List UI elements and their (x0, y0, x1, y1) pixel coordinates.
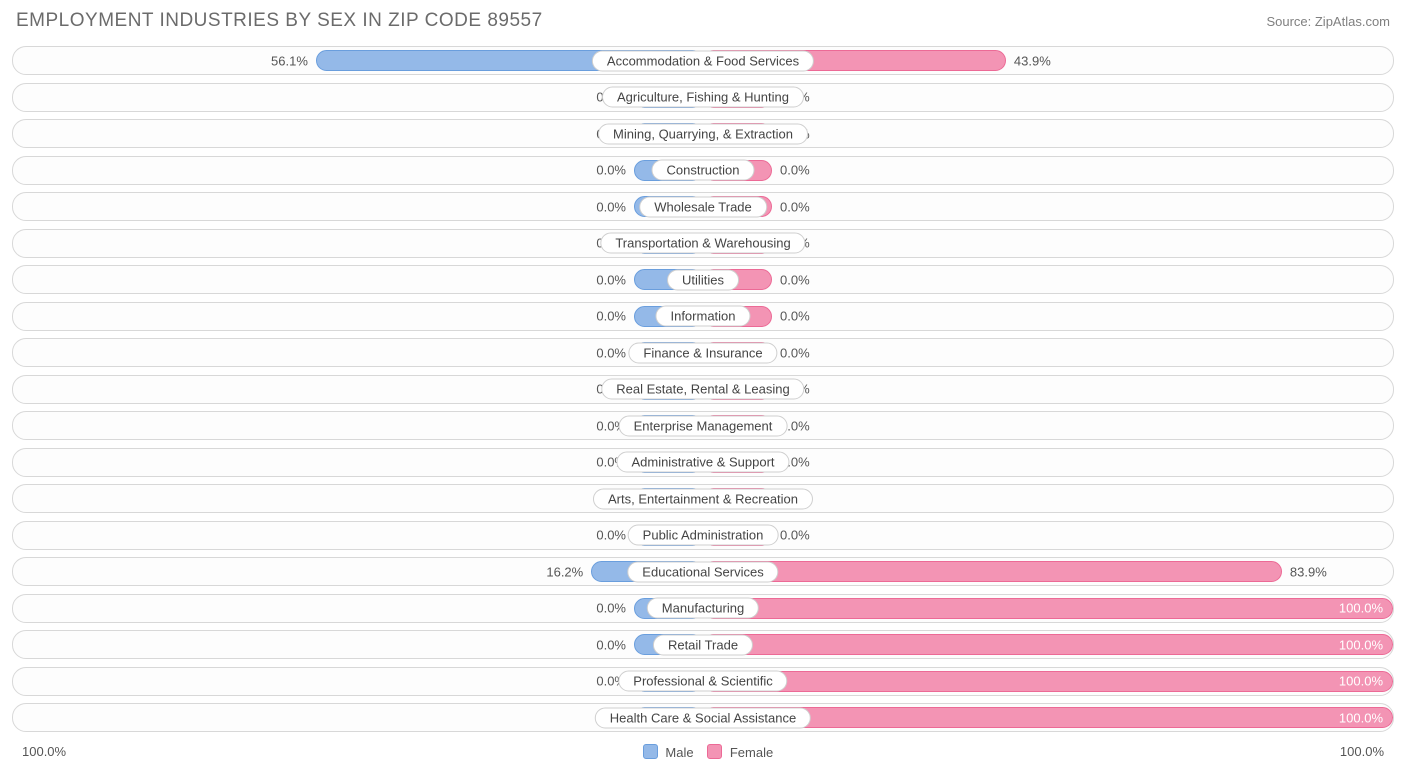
female-value: 0.0% (780, 309, 810, 324)
female-value: 0.0% (780, 163, 810, 178)
male-value: 56.1% (271, 53, 308, 68)
axis-max-left: 100.0% (22, 744, 66, 759)
chart-row: 0.0%0.0%Administrative & Support (12, 448, 1394, 477)
male-value: 0.0% (596, 345, 626, 360)
chart-header: EMPLOYMENT INDUSTRIES BY SEX IN ZIP CODE… (12, 10, 1394, 32)
chart-row: 0.0%0.0%Real Estate, Rental & Leasing (12, 375, 1394, 404)
chart-row: 0.0%100.0%Health Care & Social Assistanc… (12, 703, 1394, 732)
chart-row: 16.2% 83.9% Educational Services (12, 557, 1394, 586)
female-value: 100.0% (1339, 674, 1383, 689)
row-label: Health Care & Social Assistance (595, 707, 811, 728)
row-label: Agriculture, Fishing & Hunting (602, 87, 804, 108)
row-label: Public Administration (628, 525, 779, 546)
female-bar (703, 634, 1393, 655)
male-value: 0.0% (596, 199, 626, 214)
row-label: Finance & Insurance (628, 342, 777, 363)
row-label: Information (655, 306, 750, 327)
row-label: Construction (652, 160, 755, 181)
row-label: Real Estate, Rental & Leasing (601, 379, 804, 400)
female-value: 0.0% (780, 272, 810, 287)
female-value: 0.0% (780, 345, 810, 360)
chart-row: 0.0% 100.0% Manufacturing (12, 594, 1394, 623)
female-swatch-icon (707, 744, 722, 759)
row-label: Administrative & Support (616, 452, 789, 473)
axis-max-right: 100.0% (1340, 744, 1384, 759)
chart-source: Source: ZipAtlas.com (1266, 14, 1390, 29)
male-value: 0.0% (596, 309, 626, 324)
male-value: 0.0% (596, 601, 626, 616)
female-bar (703, 561, 1282, 582)
chart-row: 0.0% 0.0% Utilities (12, 265, 1394, 294)
row-label: Mining, Quarrying, & Extraction (598, 123, 808, 144)
legend-female-label: Female (730, 745, 773, 760)
chart-title: EMPLOYMENT INDUSTRIES BY SEX IN ZIP CODE… (16, 10, 543, 32)
male-swatch-icon (643, 744, 658, 759)
chart-row: 0.0%0.0%Enterprise Management (12, 411, 1394, 440)
chart-row: 0.0%100.0%Professional & Scientific (12, 667, 1394, 696)
diverging-bar-chart: 56.1% 43.9% Accommodation & Food Services 0… (12, 46, 1394, 732)
female-value: 100.0% (1339, 710, 1383, 725)
chart-row: 56.1% 43.9% Accommodation & Food Services (12, 46, 1394, 75)
female-value: 100.0% (1339, 601, 1383, 616)
row-label: Retail Trade (653, 634, 753, 655)
row-label: Professional & Scientific (618, 671, 787, 692)
chart-row: 0.0%0.0%Agriculture, Fishing & Hunting (12, 83, 1394, 112)
row-label: Transportation & Warehousing (600, 233, 805, 254)
male-value: 16.2% (546, 564, 583, 579)
chart-row: 0.0% 100.0% Retail Trade (12, 630, 1394, 659)
row-label: Utilities (667, 269, 739, 290)
row-label: Enterprise Management (619, 415, 788, 436)
female-value: 83.9% (1290, 564, 1327, 579)
female-value: 100.0% (1339, 637, 1383, 652)
chart-row: 0.0% 0.0% Wholesale Trade (12, 192, 1394, 221)
chart-row: 0.0% 0.0%Public Administration (12, 521, 1394, 550)
female-bar (703, 671, 1393, 692)
legend: Male Female (66, 744, 1340, 760)
chart-row: 0.0%0.0%Mining, Quarrying, & Extraction (12, 119, 1394, 148)
female-value: 43.9% (1014, 53, 1051, 68)
chart-row: 0.0% 0.0%Finance & Insurance (12, 338, 1394, 367)
legend-male-label: Male (665, 745, 693, 760)
female-value: 0.0% (780, 199, 810, 214)
row-label: Wholesale Trade (639, 196, 767, 217)
chart-footer: 100.0% Male Female 100.0% (12, 740, 1394, 760)
chart-row: 0.0%0.0%Arts, Entertainment & Recreation (12, 484, 1394, 513)
male-value: 0.0% (596, 637, 626, 652)
row-label: Arts, Entertainment & Recreation (593, 488, 813, 509)
chart-row: 0.0% 0.0% Construction (12, 156, 1394, 185)
female-bar (703, 598, 1393, 619)
male-value: 0.0% (596, 528, 626, 543)
chart-row: 0.0%0.0%Transportation & Warehousing (12, 229, 1394, 258)
female-value: 0.0% (780, 528, 810, 543)
male-value: 0.0% (596, 272, 626, 287)
row-label: Accommodation & Food Services (592, 50, 814, 71)
row-label: Educational Services (627, 561, 778, 582)
row-label: Manufacturing (647, 598, 759, 619)
chart-row: 0.0% 0.0% Information (12, 302, 1394, 331)
male-value: 0.0% (596, 163, 626, 178)
